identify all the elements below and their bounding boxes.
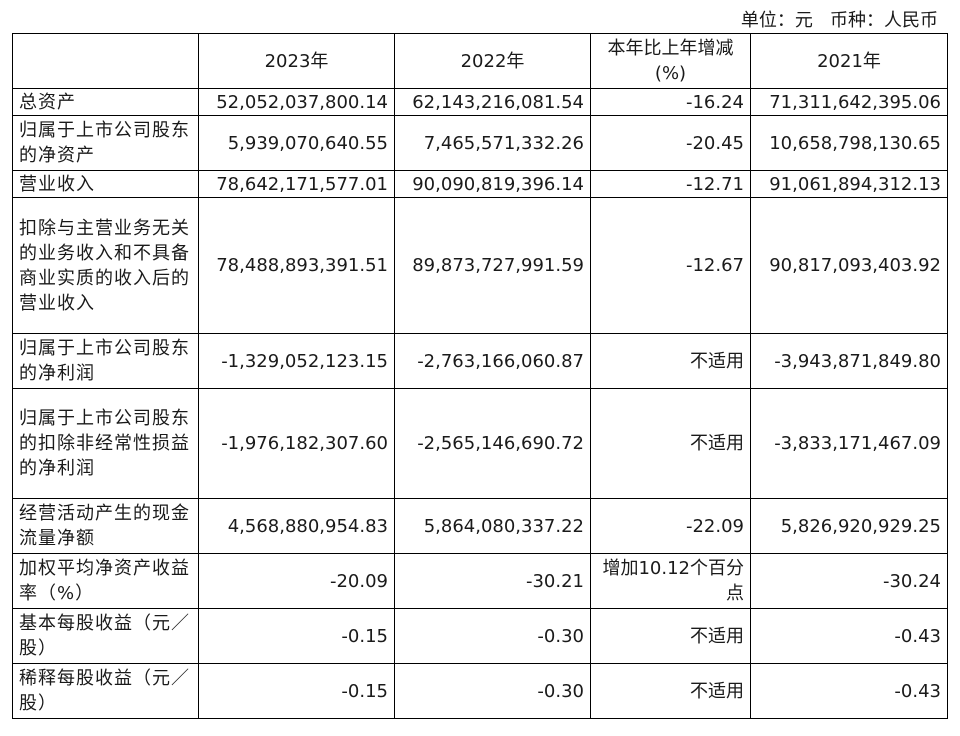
cell-change: 不适用	[590, 608, 751, 664]
cell-2021: 90,817,093,403.92	[750, 197, 948, 334]
row-label: 归属于上市公司股东的净资产	[12, 115, 199, 171]
header-blank	[12, 33, 199, 89]
cell-2022: 62,143,216,081.54	[394, 88, 591, 116]
row-label: 营业收入	[12, 170, 199, 198]
cell-2021: 5,826,920,929.25	[750, 498, 948, 554]
cell-2022: 89,873,727,991.59	[394, 197, 591, 334]
header-change: 本年比上年增减(%)	[590, 33, 751, 89]
header-2021: 2021年	[750, 33, 948, 89]
header-2022: 2022年	[394, 33, 591, 89]
cell-2021: -3,943,871,849.80	[750, 333, 948, 389]
cell-2021: -30.24	[750, 553, 948, 609]
cell-2022: -0.30	[394, 663, 591, 719]
table-row: 基本每股收益（元／股） -0.15 -0.30 不适用 -0.43	[12, 608, 948, 664]
cell-2021: 10,658,798,130.65	[750, 115, 948, 171]
cell-2022: 90,090,819,396.14	[394, 170, 591, 198]
cell-2022: -2,763,166,060.87	[394, 333, 591, 389]
cell-2022: 7,465,571,332.26	[394, 115, 591, 171]
cell-2021: -3,833,171,467.09	[750, 388, 948, 499]
row-label: 经营活动产生的现金流量净额	[12, 498, 199, 554]
cell-2021: 91,061,894,312.13	[750, 170, 948, 198]
row-label: 归属于上市公司股东的扣除非经常性损益的净利润	[12, 388, 199, 499]
cell-2023: -0.15	[198, 608, 395, 664]
cell-change: -20.45	[590, 115, 751, 171]
table-header-row: 2023年 2022年 本年比上年增减(%) 2021年	[12, 33, 948, 89]
table-row: 归属于上市公司股东的净资产 5,939,070,640.55 7,465,571…	[12, 115, 948, 171]
cell-change: 增加10.12个百分点	[590, 553, 751, 609]
row-label: 总资产	[12, 88, 199, 116]
cell-2023: -0.15	[198, 663, 395, 719]
table-row: 总资产 52,052,037,800.14 62,143,216,081.54 …	[12, 88, 948, 116]
cell-2023: -1,329,052,123.15	[198, 333, 395, 389]
cell-change: 不适用	[590, 333, 751, 389]
table-row: 归属于上市公司股东的净利润 -1,329,052,123.15 -2,763,1…	[12, 333, 948, 389]
row-label: 稀释每股收益（元／股）	[12, 663, 199, 719]
table-row: 营业收入 78,642,171,577.01 90,090,819,396.14…	[12, 170, 948, 198]
row-label: 基本每股收益（元／股）	[12, 608, 199, 664]
cell-change: -16.24	[590, 88, 751, 116]
table-row: 加权平均净资产收益率（%） -20.09 -30.21 增加10.12个百分点 …	[12, 553, 948, 609]
table-row: 经营活动产生的现金流量净额 4,568,880,954.83 5,864,080…	[12, 498, 948, 554]
row-label: 归属于上市公司股东的净利润	[12, 333, 199, 389]
cell-2021: -0.43	[750, 608, 948, 664]
cell-change: 不适用	[590, 663, 751, 719]
table-row: 归属于上市公司股东的扣除非经常性损益的净利润 -1,976,182,307.60…	[12, 388, 948, 499]
table-row: 稀释每股收益（元／股） -0.15 -0.30 不适用 -0.43	[12, 663, 948, 719]
cell-2023: -20.09	[198, 553, 395, 609]
cell-change: -12.71	[590, 170, 751, 198]
cell-2022: 5,864,080,337.22	[394, 498, 591, 554]
row-label: 加权平均净资产收益率（%）	[12, 553, 199, 609]
table-row: 扣除与主营业务无关的业务收入和不具备商业实质的收入后的营业收入 78,488,8…	[12, 197, 948, 334]
cell-2023: 4,568,880,954.83	[198, 498, 395, 554]
cell-2022: -0.30	[394, 608, 591, 664]
cell-change: -12.67	[590, 197, 751, 334]
cell-2023: 78,642,171,577.01	[198, 170, 395, 198]
header-2023: 2023年	[198, 33, 395, 89]
cell-2022: -2,565,146,690.72	[394, 388, 591, 499]
cell-2021: 71,311,642,395.06	[750, 88, 948, 116]
cell-2021: -0.43	[750, 663, 948, 719]
cell-2023: 5,939,070,640.55	[198, 115, 395, 171]
cell-2022: -30.21	[394, 553, 591, 609]
row-label: 扣除与主营业务无关的业务收入和不具备商业实质的收入后的营业收入	[12, 197, 199, 334]
financial-summary-table: 2023年 2022年 本年比上年增减(%) 2021年 总资产 52,052,…	[12, 33, 948, 719]
cell-change: 不适用	[590, 388, 751, 499]
cell-change: -22.09	[590, 498, 751, 554]
cell-2023: -1,976,182,307.60	[198, 388, 395, 499]
unit-currency-note: 单位：元 币种：人民币	[740, 10, 938, 31]
cell-2023: 52,052,037,800.14	[198, 88, 395, 116]
cell-2023: 78,488,893,391.51	[198, 197, 395, 334]
